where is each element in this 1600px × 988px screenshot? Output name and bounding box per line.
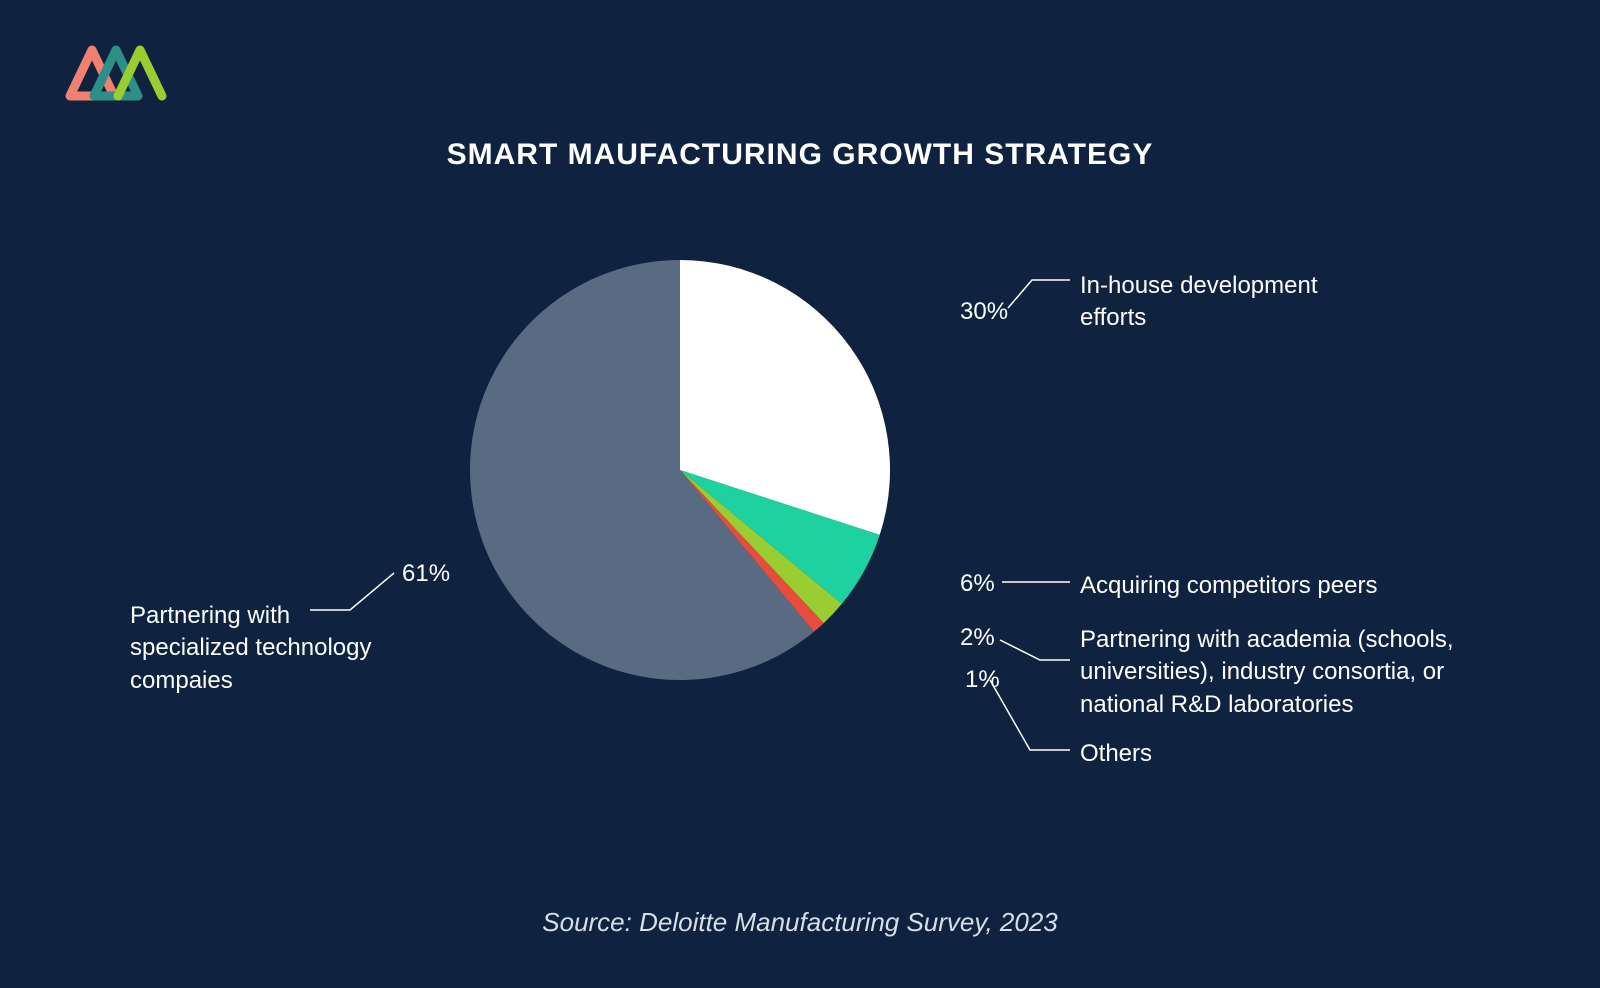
chart-source: Source: Deloitte Manufacturing Survey, 2… [0, 907, 1600, 938]
slice-pct-1: 6% [960, 570, 995, 598]
slice-pct-2: 2% [960, 624, 995, 652]
slice-pct-3: 1% [965, 666, 1000, 694]
pie-svg [470, 260, 890, 680]
slice-label-3: Others [1080, 738, 1380, 770]
slice-label-1: Acquiring competitors peers [1080, 570, 1500, 602]
slice-label-0: In-house development efforts [1080, 270, 1380, 335]
pie-chart: 30% 6% 2% 1% 61% In-house development ef… [0, 260, 1600, 780]
logo [60, 38, 170, 113]
slice-pct-4: 61% [402, 560, 450, 588]
slice-pct-0: 30% [960, 298, 1008, 326]
chart-title: SMART MAUFACTURING GROWTH STRATEGY [0, 138, 1600, 172]
slice-label-2: Partnering with academia (schools, unive… [1080, 624, 1530, 721]
slice-label-4: Partnering with specialized technology c… [130, 600, 410, 697]
